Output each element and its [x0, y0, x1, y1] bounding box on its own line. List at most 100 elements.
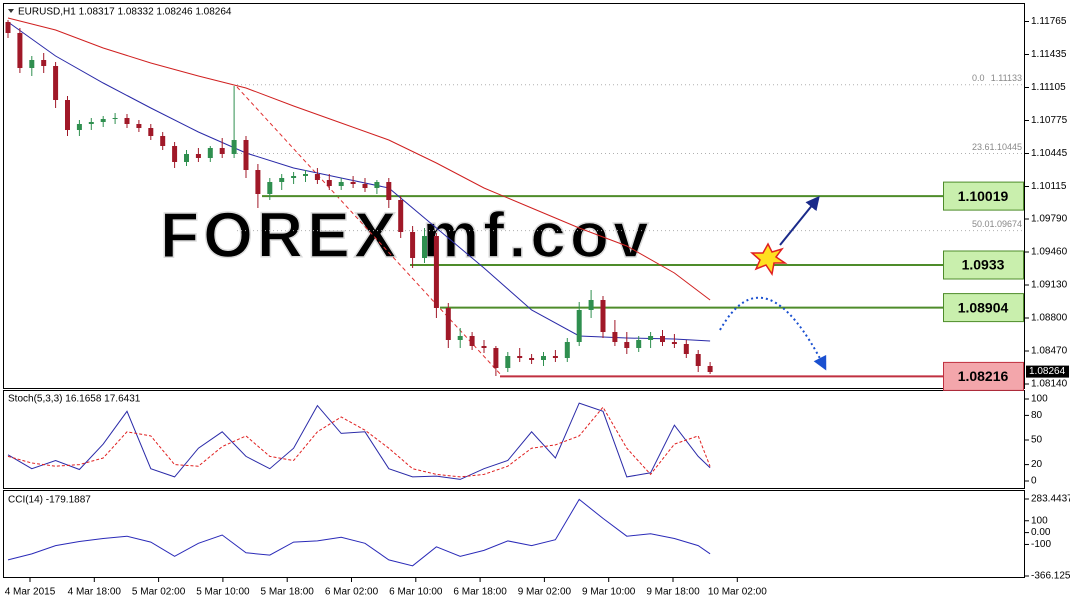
y-tick-label: 1.11105: [1031, 82, 1066, 93]
candle-body: [564, 342, 570, 358]
candle-body: [326, 180, 332, 186]
y-tick-label: 1.10775: [1031, 115, 1068, 126]
level-label: 1.10019: [958, 188, 1009, 204]
x-tick-label: 9 Mar 02:00: [518, 587, 572, 598]
fib-ratio: 23.6: [972, 142, 990, 152]
candle-body: [612, 332, 618, 342]
candle-body: [350, 182, 356, 184]
y-tick-label: 1.08800: [1031, 313, 1068, 324]
candle-body: [576, 310, 582, 342]
fib-ratio: 0.0: [972, 73, 985, 83]
candle-body: [100, 119, 106, 122]
chart-title: EURUSD,H1 1.08317 1.08332 1.08246 1.0826…: [18, 7, 232, 18]
y-tick-label: 1.10115: [1031, 181, 1067, 192]
candle-body: [219, 148, 225, 154]
candle-body: [291, 176, 297, 178]
indicator-line: [7, 406, 711, 478]
candle-body: [5, 22, 11, 33]
y-tick-label: 100: [1031, 394, 1048, 405]
y-tick-label: 50: [1031, 435, 1043, 446]
candle-body: [303, 174, 308, 176]
level-box: [943, 293, 1024, 323]
candle-body: [279, 178, 285, 182]
x-tick-label: 5 Mar 02:00: [132, 587, 186, 598]
candle-body: [457, 336, 463, 340]
candle-body: [136, 124, 142, 128]
main-layer: 0.0 1.11133 23.6 1.10445 50.0 1.09674 1.10019 1…: [5, 17, 1025, 391]
fib-price: 1.10445: [989, 142, 1022, 152]
candle-body: [600, 300, 606, 332]
y-tick-label: 0: [1031, 476, 1037, 487]
candle-body: [53, 66, 59, 100]
candle-body: [231, 140, 237, 154]
candle-body: [398, 200, 404, 232]
level-box: [943, 250, 1024, 280]
candle-body: [195, 154, 201, 158]
stoch-title: Stoch(5,3,3) 16.1658 17.6431: [8, 394, 141, 405]
x-tick-label: 10 Mar 02:00: [708, 587, 767, 598]
candle-body: [529, 358, 535, 360]
indicator-line: [7, 498, 711, 567]
candle-body: [255, 170, 261, 194]
fib-trend-line: [236, 86, 503, 377]
up-arrow: [779, 195, 820, 246]
candle-body: [493, 348, 499, 368]
y-tick-label: 100: [1031, 515, 1048, 526]
candle-body: [17, 33, 23, 68]
candle-body: [552, 356, 558, 358]
current-price-box: [1026, 365, 1069, 378]
candle-body: [148, 128, 154, 136]
x-tick-label: 6 Mar 18:00: [453, 587, 507, 598]
y-tick-label: 1.09130: [1031, 280, 1068, 291]
y-tick-label: 283.4437: [1031, 494, 1070, 505]
candle-body: [505, 356, 511, 368]
candle-body: [267, 182, 273, 194]
cci-panel: [3, 490, 1025, 578]
watermark-group: FOREX mf.cov: [159, 198, 653, 272]
x-tick-label: 9 Mar 18:00: [646, 587, 700, 598]
y-tick-label: 1.11435: [1031, 49, 1067, 60]
candle-body: [469, 336, 475, 346]
x-tick-label: 5 Mar 10:00: [196, 587, 250, 598]
candle-body: [65, 100, 70, 130]
candle-body: [422, 236, 427, 258]
x-tick-label: 4 Mar 18:00: [68, 587, 122, 598]
candle-body: [636, 340, 642, 348]
candle-body: [338, 182, 344, 186]
candle-body: [374, 182, 380, 188]
y-tick-label: 1.10445: [1031, 148, 1068, 159]
stoch-panel: [3, 390, 1025, 489]
candle-body: [184, 154, 189, 162]
x-tick-label: 5 Mar 18:00: [261, 587, 315, 598]
candle-body: [683, 344, 689, 354]
level-box: [943, 181, 1024, 211]
level-label: 1.08904: [958, 299, 1009, 315]
candle-body: [76, 124, 82, 130]
fib-price: 1.09674: [989, 219, 1022, 229]
fib-ratio: 50.0: [972, 219, 990, 229]
y-tick-label: 80: [1031, 410, 1043, 421]
y-tick-label: 0.00: [1031, 527, 1051, 538]
candle-body: [707, 366, 713, 372]
candle-body: [160, 136, 166, 146]
watermark: FOREX mf.cov: [160, 199, 653, 271]
candle-body: [517, 356, 523, 358]
candle-body: [410, 232, 416, 258]
y-tick-label: -366.1256: [1031, 571, 1070, 582]
x-tick-label: 9 Mar 10:00: [582, 587, 636, 598]
candle-body: [88, 122, 94, 124]
burst-icon: [750, 242, 788, 276]
y-tick-label: 20: [1031, 459, 1043, 470]
candle-body: [541, 356, 546, 360]
indicator-line: [7, 17, 711, 301]
candle-body: [433, 236, 439, 308]
candle-body: [29, 60, 35, 68]
y-tick-label: 1.08140: [1031, 379, 1068, 390]
level-label: 1.0933: [962, 257, 1005, 273]
candle-body: [172, 146, 178, 162]
candle-body: [112, 118, 118, 119]
candle-body: [445, 308, 451, 340]
y-tick-label: 1.11765: [1031, 16, 1067, 27]
